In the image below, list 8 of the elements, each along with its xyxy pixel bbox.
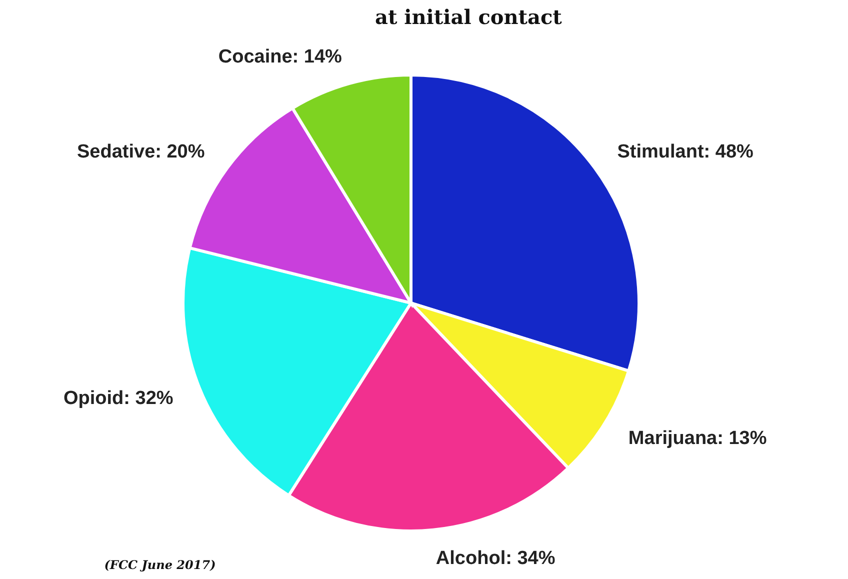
slice-label: Opioid: 32%	[64, 388, 174, 410]
slice-label: Cocaine: 14%	[218, 46, 342, 68]
text: (FCC June 2017)	[104, 558, 216, 572]
slice-label: Sedative: 20%	[76, 141, 205, 162]
slice-label: Stimulant: 48%	[617, 141, 754, 162]
slice-label: Marijuana: 13%	[628, 428, 767, 450]
chart-title: at initial contact	[375, 5, 563, 29]
slice-label: Alcohol: 34%	[436, 548, 556, 569]
